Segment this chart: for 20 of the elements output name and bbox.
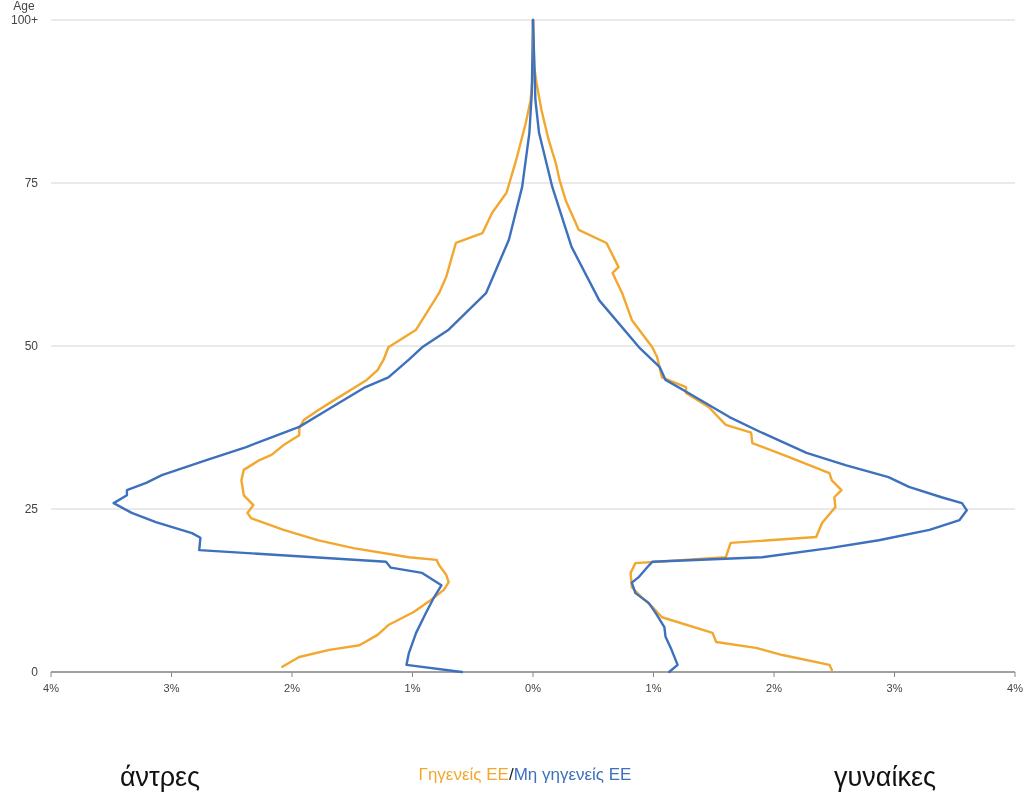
text: άντρες <box>119 762 201 792</box>
text: Γηγενείς ΕΕ <box>418 765 509 784</box>
x-tick-label: 2% <box>766 682 783 694</box>
x-tick-label: 4% <box>1007 682 1024 694</box>
y-tick-label: 25 <box>24 502 39 517</box>
x-tick-label: 2% <box>284 682 301 694</box>
x-tick-label: 1% <box>404 682 421 694</box>
text: / <box>508 765 514 784</box>
x-tick-label: 4% <box>43 682 60 694</box>
y-axis-title: Age <box>13 0 35 13</box>
y-tick-label: 75 <box>24 176 39 191</box>
text: γυναίκες <box>834 762 936 792</box>
y-tick-label: 100+ <box>10 13 38 28</box>
y-tick-label: 0 <box>31 665 39 680</box>
text: Μη γηγενείς ΕΕ <box>513 765 632 784</box>
y-tick-label: 50 <box>24 339 39 354</box>
x-tick-label: 0% <box>525 682 542 694</box>
x-tick-label: 3% <box>886 682 903 694</box>
x-tick-label: 1% <box>645 682 662 694</box>
x-tick-label: 3% <box>163 682 180 694</box>
